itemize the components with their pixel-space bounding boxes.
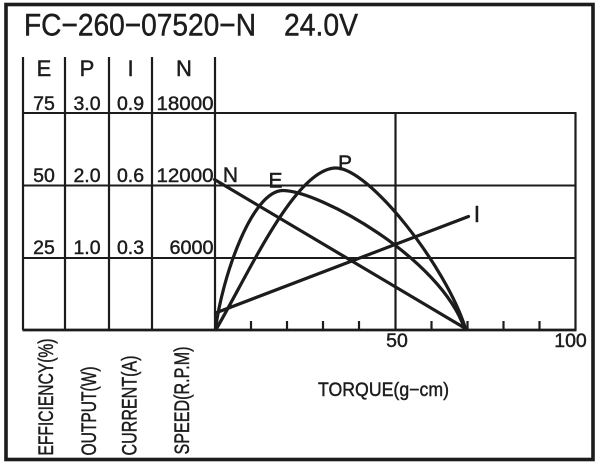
svg-text:I: I — [127, 56, 133, 81]
svg-text:P: P — [80, 56, 95, 81]
svg-text:100: 100 — [554, 330, 587, 352]
svg-text:N: N — [176, 56, 192, 81]
svg-text:75: 75 — [33, 93, 55, 115]
svg-text:18000: 18000 — [157, 93, 214, 115]
svg-text:I: I — [474, 201, 480, 227]
svg-text:3.0: 3.0 — [73, 93, 100, 115]
svg-text:P: P — [338, 152, 352, 175]
svg-text:N: N — [223, 164, 238, 187]
svg-text:50: 50 — [386, 330, 408, 352]
svg-text:FC−260−07520−N: FC−260−07520−N — [24, 7, 256, 43]
svg-text:OUTPUT(W): OUTPUT(W) — [78, 367, 101, 456]
svg-text:E: E — [268, 170, 282, 193]
svg-text:EFFICIENCY(%): EFFICIENCY(%) — [35, 339, 58, 456]
svg-text:0.9: 0.9 — [117, 93, 144, 115]
svg-text:6000: 6000 — [170, 237, 214, 259]
svg-text:25: 25 — [33, 237, 55, 259]
svg-text:SPEED(R.P.M): SPEED(R.P.M) — [171, 347, 194, 455]
svg-text:1.0: 1.0 — [73, 237, 100, 259]
svg-text:12000: 12000 — [157, 165, 214, 187]
svg-text:2.0: 2.0 — [73, 165, 100, 187]
svg-text:E: E — [37, 56, 52, 81]
svg-text:CURRENT(A): CURRENT(A) — [119, 356, 142, 456]
svg-text:24.0V: 24.0V — [284, 7, 358, 43]
svg-text:50: 50 — [33, 165, 55, 187]
svg-text:0.6: 0.6 — [117, 165, 144, 187]
svg-text:TORQUE(g−cm): TORQUE(g−cm) — [318, 379, 449, 401]
svg-text:0.3: 0.3 — [117, 237, 144, 259]
